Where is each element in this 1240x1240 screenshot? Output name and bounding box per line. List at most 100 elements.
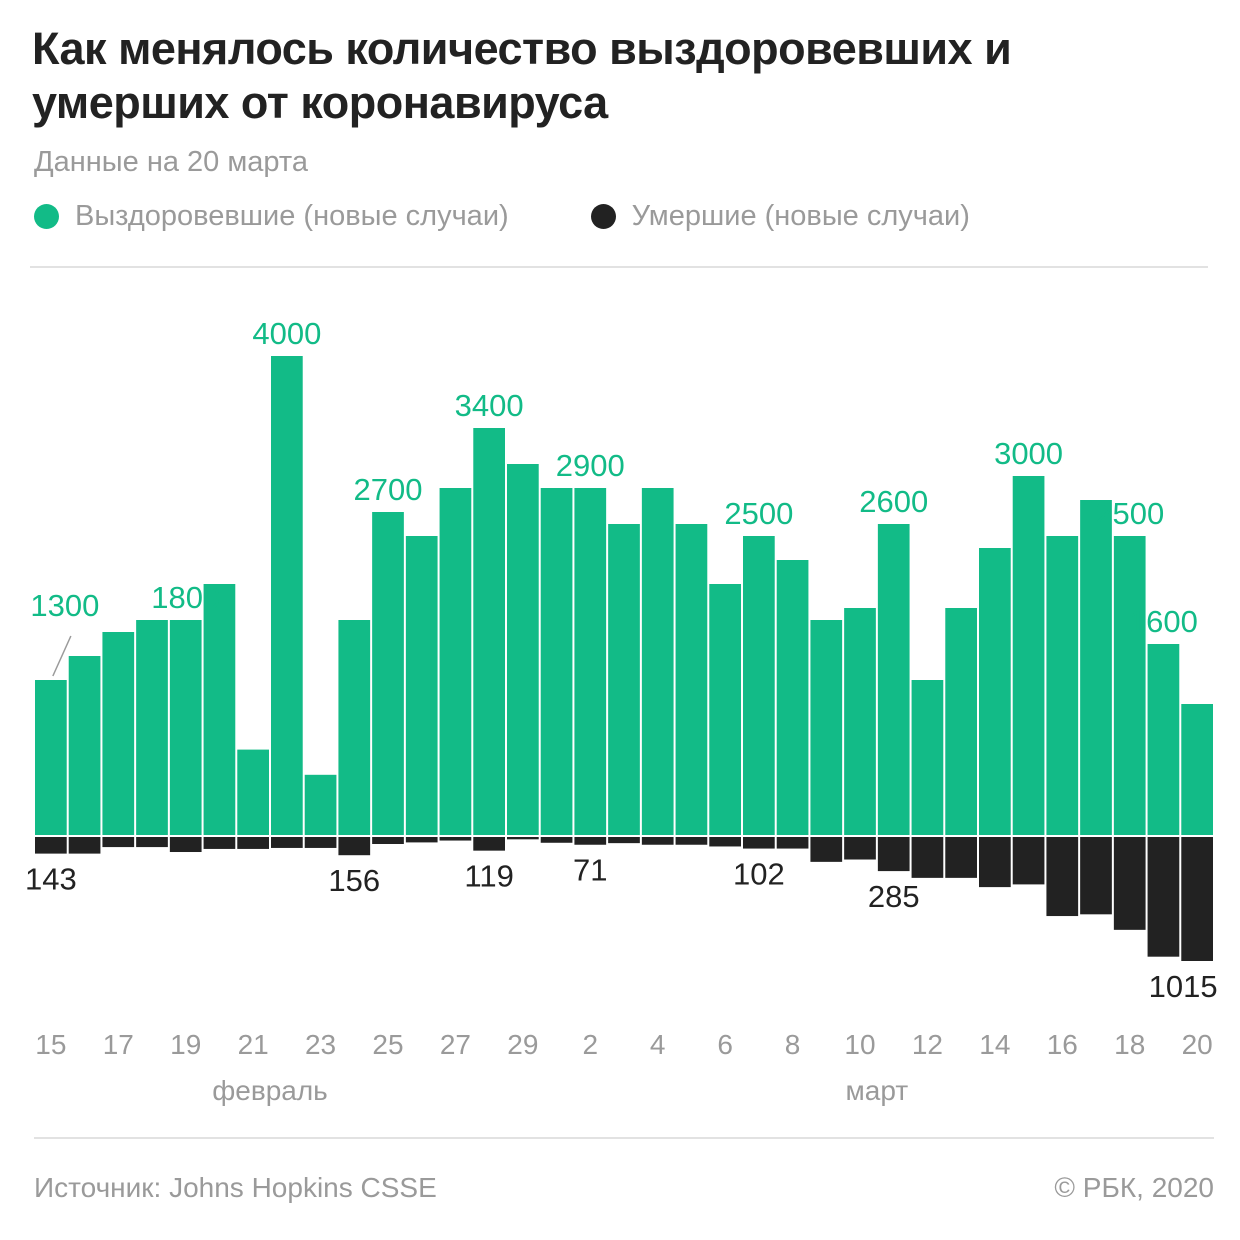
bar-recovered — [102, 632, 135, 836]
x-tick-label: 27 — [440, 1029, 471, 1060]
x-tick-label: 20 — [1182, 1029, 1213, 1060]
bar-recovered — [68, 656, 101, 836]
bar-deaths — [979, 836, 1011, 888]
label-leader-line — [52, 635, 72, 677]
x-tick-label: 14 — [979, 1029, 1010, 1060]
bar-recovered — [507, 464, 539, 836]
bar-recovered — [169, 620, 202, 836]
x-tick-label: 2 — [582, 1029, 598, 1060]
bar-recovered — [945, 608, 977, 836]
bar-recovered — [675, 524, 708, 836]
legend-label-deaths: Умершие (новые случаи) — [631, 199, 970, 232]
bar-recovered — [473, 428, 505, 836]
bar-deaths — [473, 836, 505, 851]
x-tick-label: 8 — [785, 1029, 801, 1060]
legend-swatch-deaths — [590, 203, 616, 229]
bar-deaths — [1046, 836, 1079, 917]
chart-subtitle: Данные на 20 марта — [34, 146, 308, 178]
data-label-deaths: 156 — [328, 863, 380, 898]
x-tick-label: 25 — [372, 1029, 403, 1060]
x-tick-label: 19 — [170, 1029, 201, 1060]
data-label-recovered: 2900 — [556, 448, 625, 483]
month-label: март — [846, 1075, 909, 1106]
bar-recovered — [1046, 536, 1079, 836]
bar-deaths — [641, 836, 674, 845]
bar-deaths — [405, 836, 438, 843]
x-tick-label: 18 — [1114, 1029, 1145, 1060]
bar-deaths — [675, 836, 708, 845]
legend: Выздоровевшие (новые случаи) Умершие (но… — [34, 196, 1052, 236]
bar-recovered — [35, 680, 67, 836]
x-tick-label: 16 — [1047, 1029, 1078, 1060]
bar-deaths — [136, 836, 168, 848]
data-label-recovered: 2500 — [1095, 496, 1164, 531]
data-label-recovered: 1600 — [1129, 604, 1198, 639]
bar-recovered — [372, 512, 404, 836]
divider-top — [30, 266, 1208, 268]
bar-recovered — [810, 620, 843, 836]
bar-deaths — [169, 836, 202, 853]
data-label-recovered: 4000 — [252, 316, 321, 351]
x-tick-label: 15 — [35, 1029, 66, 1060]
bar-deaths — [203, 836, 236, 849]
bar-deaths — [743, 836, 775, 849]
legend-label-recovered: Выздоровевшие (новые случаи) — [75, 199, 509, 232]
bar-deaths — [507, 836, 539, 840]
bar-deaths — [372, 836, 404, 845]
data-label-recovered: 3400 — [455, 388, 524, 423]
source-note: Источник: Johns Hopkins CSSE — [34, 1172, 437, 1203]
chart-title: Как менялось количество выздоровевших и … — [32, 23, 1012, 128]
bar-deaths — [338, 836, 371, 856]
data-label-recovered: 2600 — [859, 484, 928, 519]
bar-deaths — [35, 836, 67, 854]
bar-recovered — [203, 584, 236, 836]
data-label-deaths: 102 — [733, 857, 785, 892]
bar-deaths — [1113, 836, 1146, 930]
x-tick-label: 10 — [844, 1029, 875, 1060]
legend-item-recovered: Выздоровевшие (новые случаи) — [34, 200, 509, 233]
x-tick-label: 4 — [650, 1029, 666, 1060]
data-label-deaths: 285 — [868, 879, 920, 914]
bar-deaths — [540, 836, 573, 843]
bar-deaths — [911, 836, 944, 878]
zero-line — [34, 835, 1214, 837]
bar-recovered — [776, 560, 809, 836]
x-tick-label: 6 — [717, 1029, 733, 1060]
bar-recovered — [1012, 476, 1045, 836]
x-tick-label: 21 — [238, 1029, 269, 1060]
bar-deaths — [102, 836, 135, 848]
bar-recovered — [979, 548, 1011, 836]
bar-recovered — [709, 584, 741, 836]
divider-bottom — [34, 1137, 1214, 1139]
bar-deaths — [574, 836, 607, 845]
data-label-deaths: 119 — [464, 859, 513, 894]
data-label-deaths: 1015 — [1149, 969, 1218, 1004]
data-label-recovered: 3000 — [994, 436, 1063, 471]
data-label-recovered: 2500 — [724, 496, 793, 531]
bar-recovered — [877, 524, 910, 836]
bar-deaths — [1147, 836, 1180, 957]
bar-recovered — [271, 356, 303, 836]
x-tick-label: 23 — [305, 1029, 336, 1060]
data-label-deaths: 143 — [25, 862, 77, 897]
bar-deaths — [439, 836, 472, 841]
bar-recovered — [237, 749, 269, 836]
bar-deaths — [877, 836, 910, 872]
x-tick-label: 12 — [912, 1029, 943, 1060]
bar-deaths — [1181, 836, 1213, 961]
bar-recovered — [136, 620, 168, 836]
bar-recovered — [641, 488, 674, 836]
bar-recovered — [439, 488, 472, 836]
x-tick-label: 17 — [103, 1029, 134, 1060]
bar-deaths — [271, 836, 303, 848]
bar-deaths — [709, 836, 741, 847]
bar-recovered — [911, 680, 944, 836]
month-label: февраль — [212, 1075, 328, 1106]
bar-recovered — [743, 536, 775, 836]
data-label-deaths: 71 — [573, 853, 607, 888]
bar-recovered — [1181, 704, 1213, 836]
bar-recovered — [1113, 536, 1146, 836]
data-label-recovered: 1300 — [30, 588, 99, 623]
bar-recovered — [608, 524, 640, 836]
